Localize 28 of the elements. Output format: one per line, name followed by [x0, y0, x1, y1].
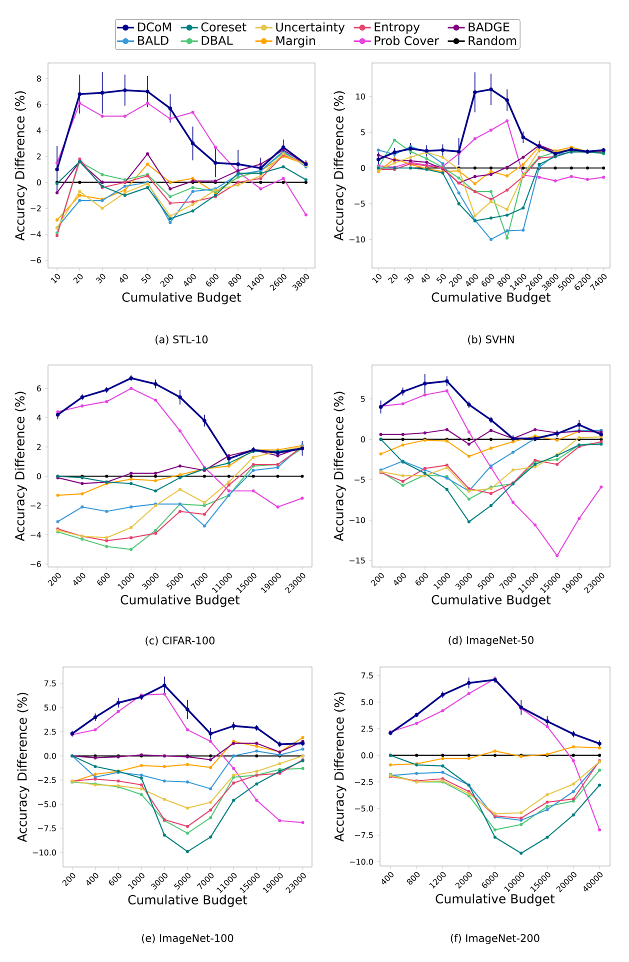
text: (a) STL-10 — [156, 335, 208, 345]
legend-label: Uncertainty — [276, 22, 345, 34]
legend-label: Random — [468, 36, 516, 46]
legend-label: Coreset — [201, 22, 246, 32]
y-axis-title: Accuracy Difference (%) — [334, 91, 346, 241]
x-axis-title: Cumulative Budget — [432, 292, 551, 304]
text: (d) ImageNet-50 — [448, 636, 534, 646]
x-axis-title: Cumulative Budget — [128, 894, 248, 907]
legend-label: Margin — [276, 36, 316, 48]
y-axis-title: Accuracy Difference (%) — [334, 392, 346, 542]
text: (b) SVHN — [468, 335, 514, 345]
x-axis-title: Cumulative Budget — [432, 594, 551, 607]
y-axis-title: Accuracy Difference (%) — [17, 692, 30, 842]
legend-label: DBAL — [202, 36, 233, 45]
text: (f) ImageNet-200 — [450, 934, 540, 944]
y-axis-title: Accuracy Difference (%) — [334, 692, 346, 842]
x-axis-title: Cumulative Budget — [120, 594, 240, 607]
y-axis-title: Accuracy Difference (%) — [14, 91, 27, 241]
x-axis-title: Cumulative Budget — [122, 292, 242, 304]
legend-label: DCoM — [138, 22, 171, 32]
text: (e) ImageNet-100 — [142, 934, 234, 944]
legend-label: BALD — [138, 36, 168, 45]
y-axis-title: Accuracy Difference (%) — [14, 392, 27, 542]
legend-label: Entropy — [374, 22, 420, 34]
legend-label: BADGE — [468, 22, 510, 32]
legend-label: Prob Cover — [374, 36, 439, 46]
text: (c) CIFAR-100 — [146, 636, 215, 646]
x-axis-title: Cumulative Budget — [436, 894, 555, 906]
